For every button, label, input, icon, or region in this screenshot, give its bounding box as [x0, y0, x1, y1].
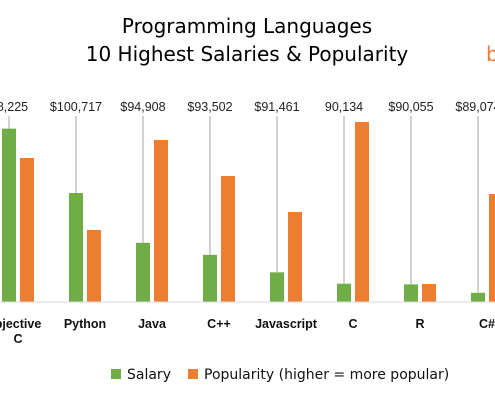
category-label: C: [13, 332, 22, 346]
salary-bar: [270, 272, 284, 302]
salary-data-label: $100,717: [50, 100, 102, 114]
salary-bar: [2, 128, 16, 302]
legend-popularity-swatch: [188, 369, 198, 379]
salary-data-label: 90,134: [325, 100, 363, 114]
salary-bar: [337, 283, 351, 302]
salary-data-label: $90,055: [388, 100, 433, 114]
popularity-bar: [87, 230, 101, 302]
salary-bar: [136, 242, 150, 302]
data-labels: 08,225 $100,717 $94,908 $93,502 $91,461 90,13…: [0, 100, 495, 114]
chart-subtitle: 10 Highest Salaries & Popularity: [86, 42, 409, 66]
category-label: C: [348, 317, 357, 331]
category-label: C++: [207, 317, 231, 331]
chart-title: Programming Languages: [122, 14, 372, 38]
category-label: bjective: [0, 317, 41, 331]
salary-bar: [404, 284, 418, 302]
salary-data-label: $91,461: [254, 100, 299, 114]
popularity-bar: [489, 194, 495, 302]
brand-mark: b: [486, 42, 495, 66]
popularity-bar: [288, 212, 302, 302]
leader-lines: [8, 116, 479, 293]
salary-data-label: $89,074: [455, 100, 495, 114]
salary-data-label: $94,908: [120, 100, 165, 114]
salary-data-label: $93,502: [187, 100, 232, 114]
popularity-bar: [20, 158, 34, 302]
bars: [2, 122, 495, 302]
popularity-bar: [355, 122, 369, 302]
category-label: Java: [138, 317, 167, 331]
salary-bar: [203, 254, 217, 302]
salary-bar: [69, 192, 83, 302]
popularity-bar: [154, 140, 168, 302]
category-label: Python: [64, 317, 106, 331]
legend-popularity-label: Popularity (higher = more popular): [204, 367, 449, 383]
category-label: Javascript: [255, 317, 318, 331]
legend-salary-swatch: [111, 369, 121, 379]
legend: Salary Popularity (higher = more popular…: [111, 367, 449, 383]
salary-data-label: 08,225: [0, 100, 28, 114]
legend-salary-label: Salary: [127, 367, 171, 383]
popularity-bar: [221, 176, 235, 302]
category-label: C#: [479, 317, 495, 331]
category-label: R: [415, 317, 424, 331]
popularity-bar: [422, 284, 436, 302]
salary-bar: [471, 292, 485, 302]
